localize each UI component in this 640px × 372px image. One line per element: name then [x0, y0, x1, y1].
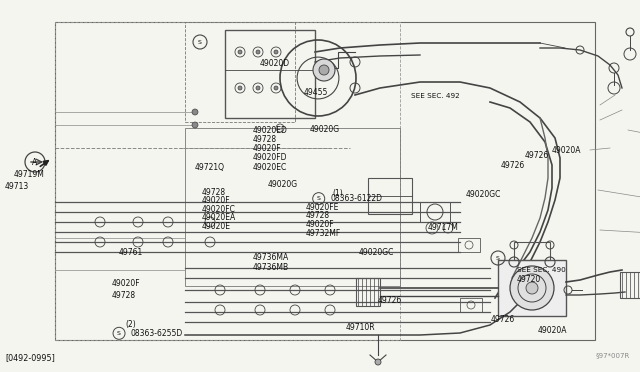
Text: (1): (1) — [333, 189, 344, 198]
Bar — [420, 202, 450, 222]
Text: SEE SEC. 490: SEE SEC. 490 — [517, 267, 566, 273]
Bar — [460, 298, 482, 312]
Text: [0492-0995]: [0492-0995] — [5, 353, 55, 362]
Text: 49020ED: 49020ED — [252, 126, 287, 135]
Text: 49726: 49726 — [490, 315, 515, 324]
Text: 49717M: 49717M — [428, 223, 458, 232]
Text: 49020FD: 49020FD — [252, 153, 287, 162]
Bar — [356, 278, 380, 306]
Circle shape — [319, 65, 329, 75]
Text: 49020EC: 49020EC — [252, 163, 287, 172]
Circle shape — [313, 59, 335, 81]
Text: 49020GC: 49020GC — [358, 248, 394, 257]
Text: 49728: 49728 — [112, 291, 136, 300]
Bar — [55, 22, 595, 340]
Text: 49726: 49726 — [378, 296, 402, 305]
Text: 49728: 49728 — [252, 135, 276, 144]
Text: 49732MF: 49732MF — [306, 229, 341, 238]
Text: 49728: 49728 — [202, 188, 226, 197]
Text: 49020FC: 49020FC — [202, 205, 236, 214]
Text: 49020A: 49020A — [538, 326, 567, 335]
Bar — [620, 272, 640, 298]
Text: 49020F: 49020F — [112, 279, 141, 288]
Text: 49020E: 49020E — [202, 222, 230, 231]
Circle shape — [510, 266, 554, 310]
Text: 49020F: 49020F — [252, 144, 281, 153]
Text: 49020G: 49020G — [310, 125, 340, 134]
Text: 49020G: 49020G — [268, 180, 298, 189]
Circle shape — [256, 50, 260, 54]
Text: 49020F: 49020F — [202, 196, 230, 205]
Circle shape — [238, 50, 242, 54]
Circle shape — [375, 359, 381, 365]
Bar — [368, 178, 412, 214]
Bar — [185, 22, 295, 122]
Text: S: S — [317, 196, 321, 201]
Text: 49020GC: 49020GC — [466, 190, 501, 199]
Text: 49720: 49720 — [517, 275, 541, 283]
Circle shape — [238, 86, 242, 90]
Text: (2): (2) — [125, 320, 136, 329]
Bar — [458, 238, 480, 252]
Bar — [514, 242, 550, 260]
Text: 49455: 49455 — [304, 88, 328, 97]
Text: 08363-6255D: 08363-6255D — [131, 329, 183, 338]
Text: S: S — [198, 39, 202, 45]
Text: 49713: 49713 — [5, 182, 29, 191]
Text: S: S — [496, 256, 500, 260]
Circle shape — [274, 86, 278, 90]
Text: A: A — [33, 157, 38, 167]
Bar — [498, 260, 566, 316]
Text: 49726: 49726 — [525, 151, 549, 160]
Circle shape — [526, 282, 538, 294]
Text: S: S — [117, 331, 121, 336]
Text: 49719M: 49719M — [14, 170, 45, 179]
Text: 49020A: 49020A — [552, 146, 581, 155]
Text: 49726: 49726 — [500, 161, 525, 170]
Text: 49020FE: 49020FE — [306, 203, 339, 212]
Circle shape — [256, 86, 260, 90]
Text: §97*007R: §97*007R — [596, 352, 630, 358]
Text: 08363-6122D: 08363-6122D — [330, 194, 382, 203]
Text: 49710R: 49710R — [346, 323, 375, 332]
Text: 49020D: 49020D — [260, 59, 290, 68]
Bar — [185, 128, 400, 286]
Text: 49736MB: 49736MB — [253, 263, 289, 272]
Text: 49736MA: 49736MA — [253, 253, 289, 262]
Text: 49020F: 49020F — [306, 220, 335, 229]
Bar — [225, 30, 315, 118]
Circle shape — [192, 109, 198, 115]
Text: 49761: 49761 — [118, 248, 143, 257]
Text: SEE SEC. 492: SEE SEC. 492 — [411, 93, 460, 99]
Text: 49020EA: 49020EA — [202, 213, 236, 222]
Text: 49728: 49728 — [306, 211, 330, 220]
Bar — [55, 22, 400, 340]
Circle shape — [192, 122, 198, 128]
Circle shape — [274, 50, 278, 54]
Text: 49721Q: 49721Q — [195, 163, 225, 172]
